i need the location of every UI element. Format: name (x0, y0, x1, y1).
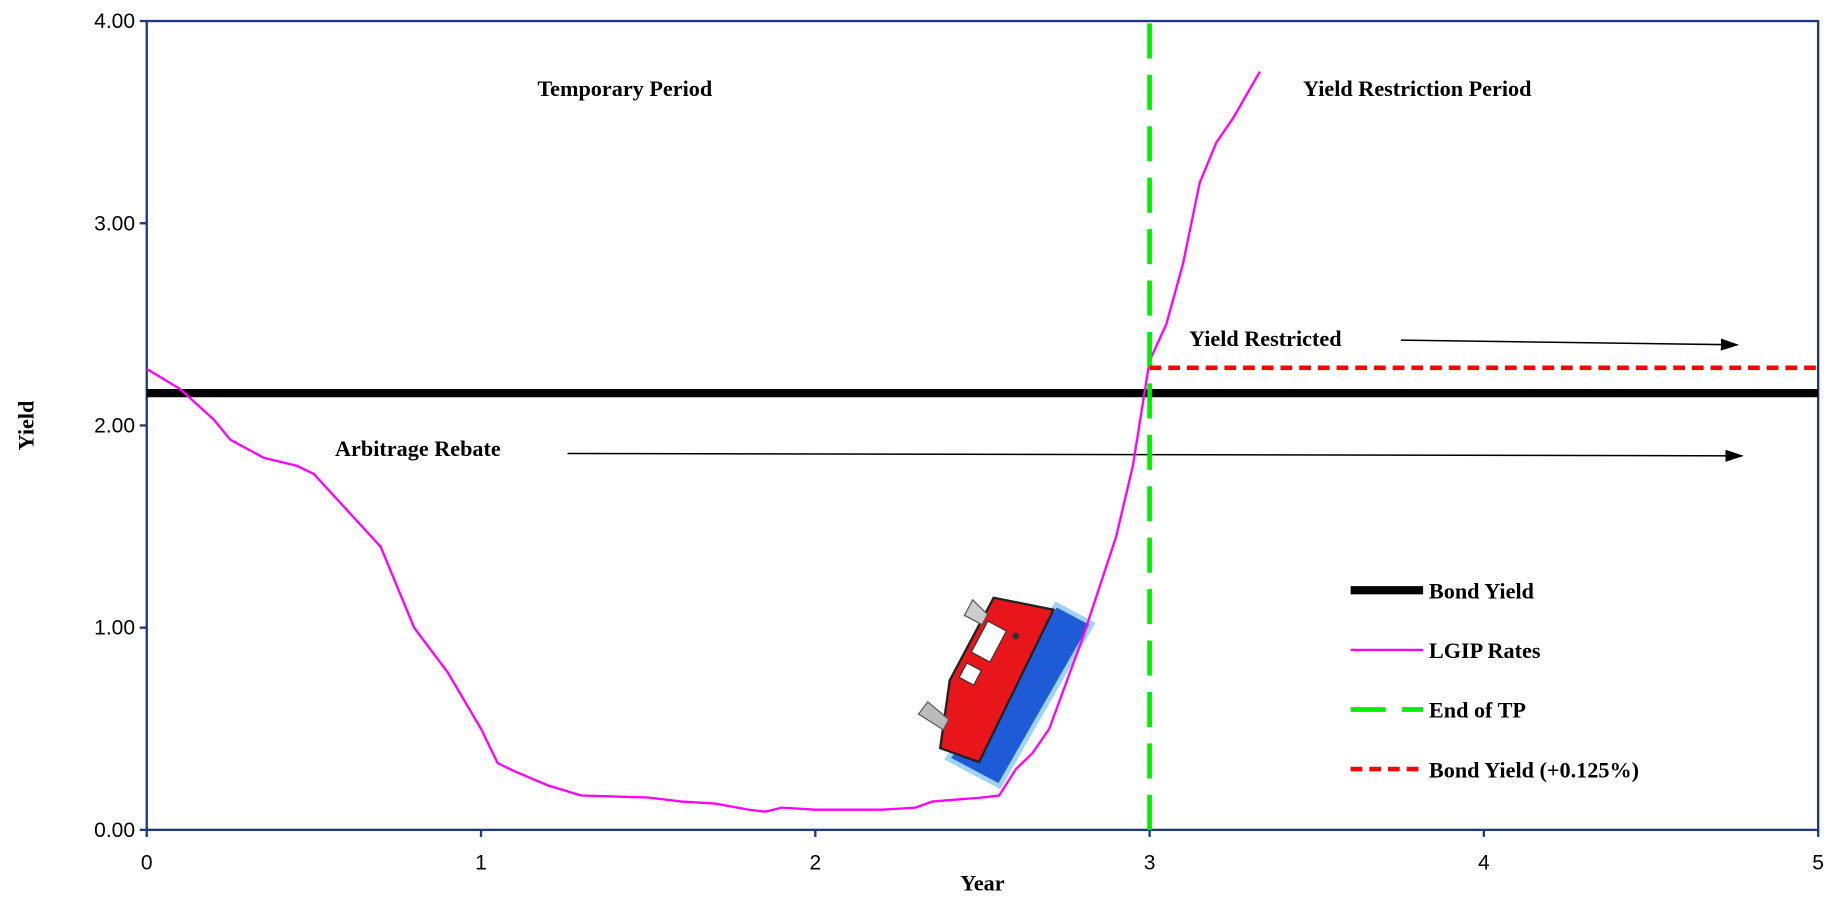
annotation: Arbitrage Rebate (335, 436, 501, 461)
y-tick-label: 1.00 (94, 617, 135, 640)
x-axis-label: Year (960, 871, 1005, 896)
y-tick-label: 4.00 (94, 10, 135, 33)
x-tick-label: 0 (141, 852, 153, 875)
legend-label: LGIP Rates (1429, 638, 1541, 663)
x-tick-label: 5 (1812, 852, 1824, 875)
page: {"chart_data": { "type": "line", "x_labe… (0, 0, 1834, 900)
y-tick-label: 0.00 (94, 819, 135, 842)
y-axis-label: Yield (13, 400, 38, 450)
y-tick-label: 3.00 (94, 212, 135, 235)
annotation: Yield Restriction Period (1303, 76, 1532, 101)
legend-label: Bond Yield (+0.125%) (1429, 757, 1639, 782)
x-tick-label: 3 (1144, 852, 1156, 875)
annotation: Temporary Period (537, 76, 712, 101)
chart: Year Yield Temporary Period Yield Restri… (0, 0, 1834, 900)
x-tick-label: 1 (475, 852, 487, 875)
y-tick-label: 2.00 (94, 414, 135, 437)
legend-label: Bond Yield (1429, 578, 1535, 603)
x-tick-label: 4 (1478, 852, 1490, 875)
x-tick-label: 2 (809, 852, 821, 875)
annotation: Yield Restricted (1189, 326, 1342, 351)
legend-label: End of TP (1429, 698, 1526, 723)
